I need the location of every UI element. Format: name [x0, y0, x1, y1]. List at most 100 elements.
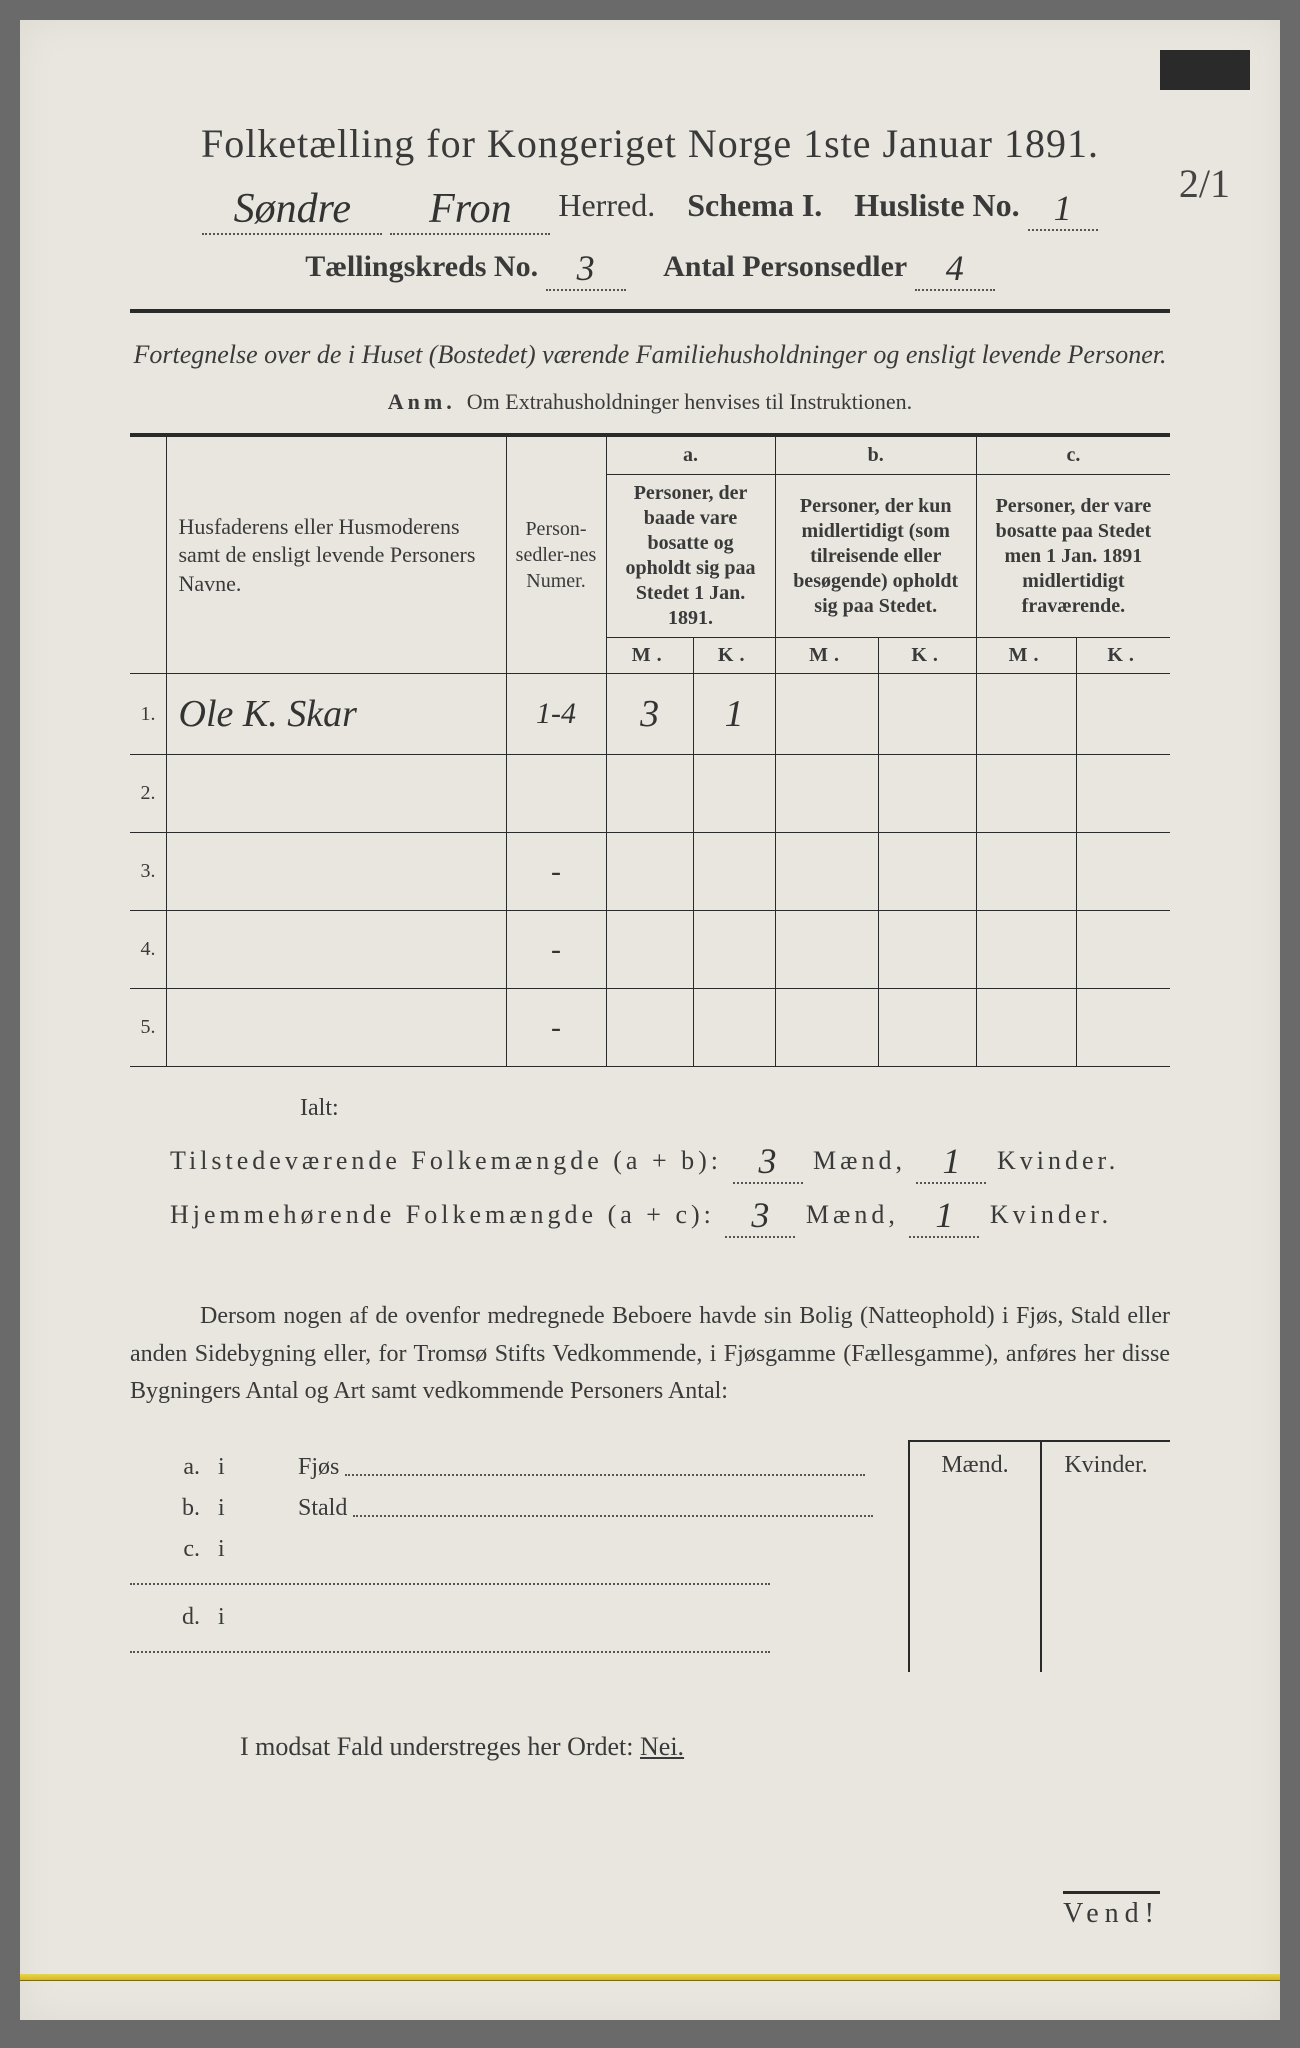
col-rownum — [130, 435, 166, 674]
modsat-line: I modsat Fald understreges her Ordet: Ne… — [240, 1732, 1170, 1762]
sum1-k: 1 — [916, 1140, 986, 1184]
sum1-m: 3 — [733, 1140, 803, 1184]
sum2-k: 1 — [909, 1194, 979, 1238]
col-a-m: M. — [606, 638, 693, 674]
row-c-m — [976, 989, 1076, 1067]
row-b-k — [879, 989, 976, 1067]
vend-label: Vend! — [1063, 1891, 1160, 1930]
col-c-top: c. — [976, 435, 1170, 475]
kvinder-label: Kvinder. — [997, 1146, 1119, 1175]
building-subtable: a.iFjøs b.iStald c.i d.i Mænd. Kvinder. — [130, 1440, 1170, 1672]
kvinder-label-2: Kvinder. — [990, 1200, 1112, 1229]
building-row: a.iFjøs — [130, 1454, 888, 1481]
row-sedler: - — [506, 989, 606, 1067]
modsat-pre: I modsat Fald understreges her Ordet: — [240, 1732, 634, 1761]
kreds-no: 3 — [546, 247, 626, 291]
sum-present: Tilstedeværende Folkemængde (a + b): 3 M… — [170, 1140, 1170, 1184]
subtitle: Fortegnelse over de i Huset (Bostedet) v… — [130, 337, 1170, 373]
row-b-k — [879, 674, 976, 755]
row-b-m — [775, 989, 879, 1067]
row-c-m — [976, 755, 1076, 833]
row-a-m — [606, 833, 693, 911]
row-c-k — [1077, 755, 1170, 833]
sub-dots — [353, 1515, 873, 1517]
row-c-k — [1077, 674, 1170, 755]
herred-value-1: Søndre — [202, 185, 382, 235]
col-name: Husfaderens eller Husmoderens samt de en… — [166, 435, 506, 674]
row-b-m — [775, 833, 879, 911]
building-row: c.i — [130, 1536, 888, 1590]
sub-dots — [130, 1651, 770, 1653]
row-a-k — [693, 755, 775, 833]
ialt-label: Ialt: — [300, 1095, 1170, 1122]
anm-line: Anm. Om Extrahusholdninger henvises til … — [130, 389, 1170, 415]
table-row: 5. - — [130, 989, 1170, 1067]
row-b-m — [775, 911, 879, 989]
husliste-no: 1 — [1028, 187, 1098, 231]
row-b-k — [879, 833, 976, 911]
herred-line: Søndre Fron Herred. Schema I. Husliste N… — [130, 185, 1170, 235]
row-name — [166, 755, 506, 833]
col-b-top: b. — [775, 435, 976, 475]
mk-m: Mænd. — [910, 1442, 1040, 1672]
row-num: 1. — [130, 674, 166, 755]
antal-no: 4 — [915, 247, 995, 291]
row-a-k — [693, 989, 775, 1067]
col-a-k: K. — [693, 638, 775, 674]
table-row: 3.- — [130, 833, 1170, 911]
mk-box: Mænd. Kvinder. — [908, 1440, 1170, 1672]
anm-text: Om Extrahusholdninger henvises til Instr… — [467, 389, 912, 414]
census-form-page: 2/1 Folketælling for Kongeriget Norge 1s… — [20, 20, 1280, 2020]
anm-label: Anm. — [388, 389, 456, 414]
row-num: 5. — [130, 989, 166, 1067]
herred-value-2: Fron — [390, 185, 550, 235]
household-table: Husfaderens eller Husmoderens samt de en… — [130, 433, 1170, 1067]
row-name: Ole K. Skar — [166, 674, 506, 755]
sub-name: Fjøs — [298, 1454, 345, 1480]
sub-lab: d. — [130, 1604, 200, 1631]
building-paragraph: Dersom nogen af de ovenfor medregnede Be… — [130, 1298, 1170, 1410]
sub-i: i — [218, 1495, 298, 1522]
sub-dots — [345, 1474, 865, 1476]
maend-label-2: Mænd, — [806, 1200, 899, 1229]
row-name — [166, 833, 506, 911]
row-a-k: 1 — [693, 674, 775, 755]
table-row: 1.Ole K. Skar1-431 — [130, 674, 1170, 755]
row-c-k — [1077, 833, 1170, 911]
row-a-k — [693, 833, 775, 911]
row-b-k — [879, 755, 976, 833]
corner-annotation: 2/1 — [1179, 160, 1230, 207]
sum1-label: Tilstedeværende Folkemængde (a + b): — [170, 1146, 722, 1175]
sub-lab: b. — [130, 1495, 200, 1522]
col-num: Person-sedler-nes Numer. — [506, 435, 606, 674]
para-text: Dersom nogen af de ovenfor medregnede Be… — [130, 1303, 1170, 1403]
sub-name — [298, 1604, 304, 1630]
sub-dots — [130, 1583, 770, 1585]
col-c-k: K. — [1077, 638, 1170, 674]
sub-i: i — [218, 1604, 298, 1631]
row-a-k — [693, 911, 775, 989]
kreds-label: Tællingskreds No. — [305, 250, 538, 283]
divider — [130, 309, 1170, 313]
mk-k: Kvinder. — [1040, 1442, 1170, 1672]
sum2-m: 3 — [725, 1194, 795, 1238]
husliste-label: Husliste No. — [854, 187, 1019, 223]
sub-i: i — [218, 1536, 298, 1563]
building-row: d. i — [130, 1604, 888, 1658]
col-b-m: M. — [775, 638, 879, 674]
row-c-m — [976, 674, 1076, 755]
nei-word: Nei. — [640, 1732, 684, 1761]
row-num: 4. — [130, 911, 166, 989]
row-sedler — [506, 755, 606, 833]
sub-lab: a. — [130, 1454, 200, 1481]
col-a-top: a. — [606, 435, 775, 475]
row-b-k — [879, 911, 976, 989]
page-title: Folketælling for Kongeriget Norge 1ste J… — [130, 120, 1170, 167]
col-c-m: M. — [976, 638, 1076, 674]
sub-name: Stald — [298, 1495, 353, 1521]
row-c-m — [976, 833, 1076, 911]
row-sedler: - — [506, 911, 606, 989]
binding-thread — [20, 1974, 1280, 1980]
row-num: 2. — [130, 755, 166, 833]
sub-name — [298, 1536, 304, 1562]
